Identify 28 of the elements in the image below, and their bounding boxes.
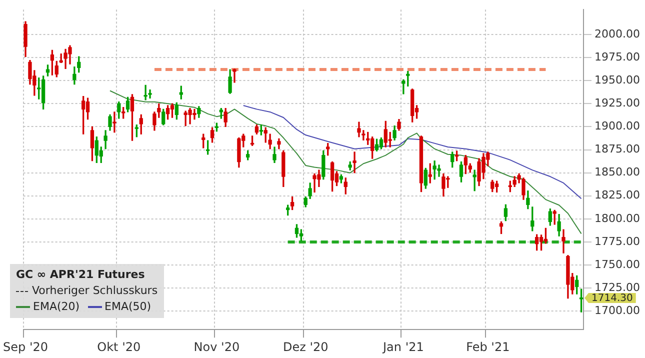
candlestick	[562, 229, 566, 254]
x-tick-label: Dez '20	[282, 340, 328, 354]
x-tick-label: Sep '20	[3, 340, 48, 354]
annotation: Vorheriger Schlusskurs	[32, 283, 158, 299]
candlestick	[232, 68, 236, 83]
x-tick-label: Okt '20	[97, 340, 141, 354]
y-tick-label: 2000.00	[594, 27, 640, 40]
x-tick-label: Feb '21	[466, 340, 510, 354]
candlestick	[112, 112, 116, 133]
candlestick	[352, 152, 356, 174]
y-tick-label: 1975.00	[594, 50, 640, 64]
y-tick-label: 1925.00	[594, 96, 640, 110]
y-tick-label: 1825.00	[594, 188, 640, 202]
x-tick-label: Jan '21	[382, 340, 424, 354]
y-tick-label: 1725.00	[594, 280, 640, 294]
y-tick-label: 1950.00	[594, 73, 640, 86]
y-tick-label: 1900.00	[594, 120, 640, 133]
legend-label: EMA(50)	[104, 299, 152, 315]
y-tick-label: 1850.00	[594, 166, 640, 179]
text: 1714.30	[592, 293, 633, 304]
x-tick-label: Nov '20	[194, 340, 240, 354]
legend-label: EMA(20)	[33, 299, 80, 315]
y-tick-label: 1875.00	[594, 142, 640, 156]
y-tick-label: 1800.00	[594, 212, 640, 225]
y-tick-label: 1775.00	[594, 234, 640, 248]
y-tick-label: 1700.00	[594, 304, 640, 318]
legend-title: GC ∞ APR'21 Futures	[16, 267, 146, 283]
y-tick-label: 1750.00	[594, 258, 640, 271]
